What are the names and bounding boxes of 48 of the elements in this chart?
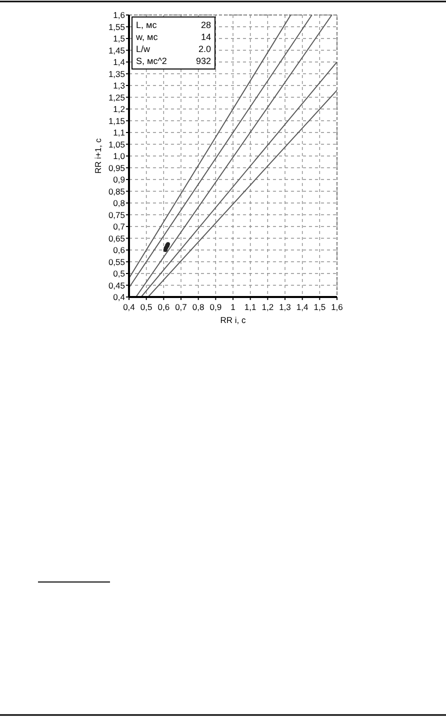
y-tick-label: 0,5 — [113, 268, 126, 278]
x-tick-label: 1,6 — [331, 302, 344, 312]
y-tick-label: 0,75 — [108, 210, 126, 220]
y-tick-label: 1,45 — [108, 45, 126, 56]
y-tick-label: 0,65 — [108, 233, 126, 244]
annotation: L/w — [136, 44, 151, 54]
y-tick-label: 1,05 — [108, 139, 126, 150]
x-tick-label: 1,1 — [244, 302, 257, 312]
y-tick-label: 1,5 — [113, 34, 126, 44]
x-tick-label: 1,2 — [262, 302, 274, 312]
x-tick-label: 1,5 — [314, 302, 326, 312]
annotation: S, мс^2 — [136, 56, 167, 66]
y-tick-label: 0,55 — [108, 256, 126, 267]
annotation: 2.0 — [198, 44, 211, 54]
y-tick-label: 1,1 — [113, 128, 126, 138]
y-tick-label: 0,7 — [113, 222, 126, 232]
annotation: 14 — [200, 32, 211, 42]
y-tick-label: 0,85 — [108, 186, 126, 196]
y-tick-label: 0,6 — [113, 245, 126, 255]
y-tick-label: 1,6 — [113, 10, 126, 20]
y-tick-label: 1,25 — [108, 92, 126, 102]
x-tick-label: 0,4 — [123, 302, 136, 312]
x-tick-label: 1 — [230, 302, 236, 312]
x-axis-title: RR i, c — [220, 315, 246, 325]
y-tick-label: 0,9 — [113, 174, 126, 184]
y-tick-label: 1,4 — [113, 57, 126, 67]
y-axis-title: RR i+1, c — [93, 138, 103, 174]
y-tick-label: 1,3 — [113, 80, 126, 90]
x-tick-label: 1,4 — [296, 302, 309, 312]
x-tick-label: 0,8 — [192, 302, 205, 312]
annotation: 932 — [196, 56, 211, 66]
x-tick-label: 0,9 — [210, 302, 222, 312]
y-tick-label: 0,95 — [108, 162, 126, 173]
y-tick-label: 0,45 — [108, 280, 126, 290]
annotation: 28 — [200, 20, 211, 30]
y-tick-label: 0,8 — [113, 198, 126, 208]
y-tick-label: 0,4 — [113, 292, 126, 302]
annotation: w, мс — [135, 32, 158, 42]
y-tick-label: 1,2 — [113, 104, 126, 114]
x-tick-label: 0,5 — [140, 302, 153, 312]
y-tick-label: 1,55 — [108, 22, 126, 32]
x-tick-label: 0,7 — [175, 302, 188, 312]
y-tick-label: 1,0 — [113, 151, 126, 161]
x-tick-label: 0,6 — [158, 302, 170, 312]
x-tick-label: 1,3 — [279, 302, 292, 312]
y-tick-label: 1,15 — [108, 116, 126, 126]
annotation: L, мс — [136, 20, 158, 30]
y-tick-label: 1,35 — [108, 68, 126, 79]
